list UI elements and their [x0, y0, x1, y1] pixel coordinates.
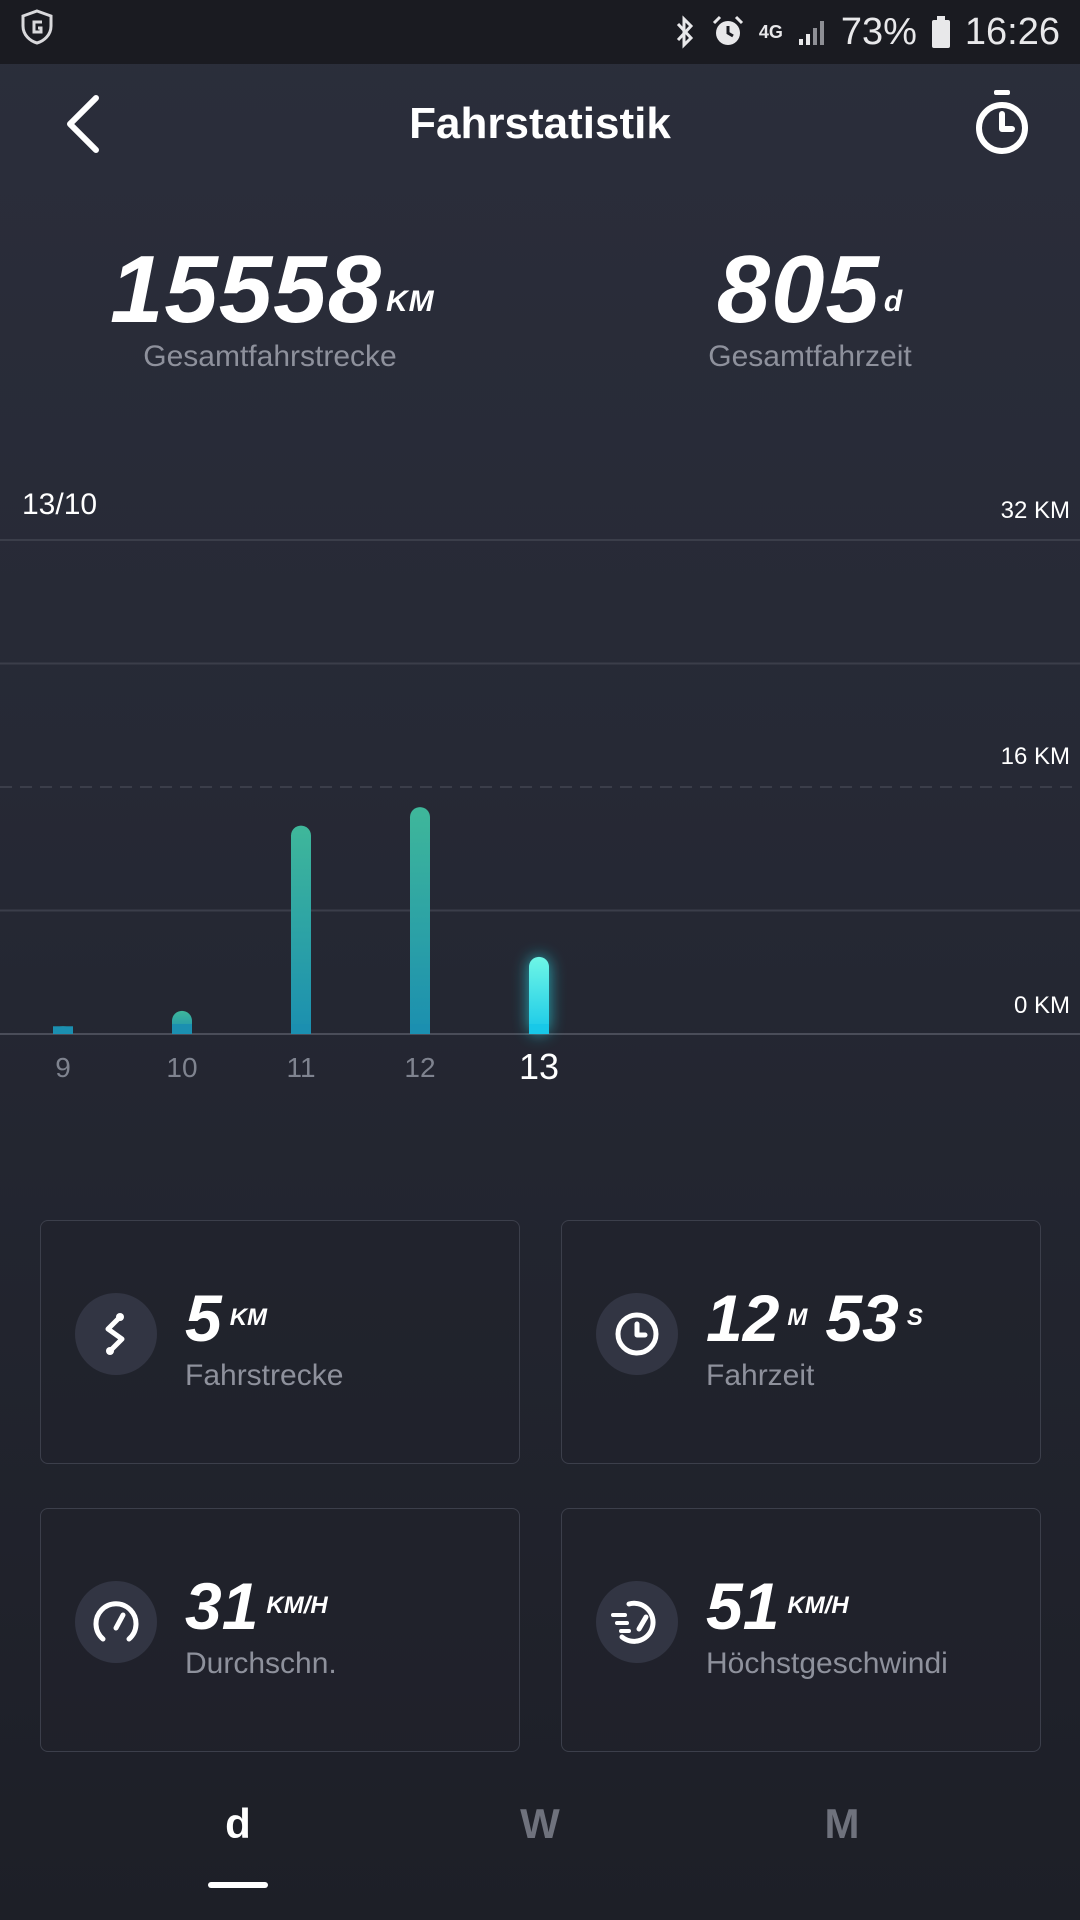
stat-card-max-speed: 51 KM/H Höchstgeschwindi — [561, 1508, 1041, 1752]
avg-speed-label: Durchschn. — [185, 1647, 337, 1680]
stat-card-avg-speed: 31 KM/H Durchschn. — [40, 1508, 520, 1752]
network-type-label: 4G — [758, 22, 783, 42]
x-tick-label-10[interactable]: 10 — [166, 1052, 198, 1083]
avg-speed-unit: KM/H — [266, 1592, 328, 1619]
total-distance-label: Gesamtfahrstrecke — [143, 340, 397, 373]
ride-distance-unit: KM — [229, 1304, 268, 1331]
tab-week[interactable]: W — [520, 1800, 560, 1847]
alarm-icon — [711, 14, 745, 50]
ride-time-seconds: 53 — [825, 1281, 899, 1355]
bluetooth-icon — [673, 14, 697, 50]
active-tab-indicator — [208, 1882, 268, 1888]
max-speed-icon — [596, 1581, 678, 1663]
y-tick-label: 32 KM — [1000, 497, 1070, 524]
x-tick-label-11[interactable]: 11 — [286, 1052, 316, 1083]
total-time-value: 805 — [716, 236, 880, 343]
app-header: Fahrstatistik — [0, 64, 1080, 184]
total-time-label: Gesamtfahrzeit — [708, 340, 912, 373]
x-tick-label-13[interactable]: 13 — [518, 1046, 560, 1087]
stat-card-ride-time: 12 M 53 S Fahrzeit — [561, 1220, 1041, 1464]
chart-bar-12[interactable] — [410, 807, 430, 1034]
ride-time-minutes-unit: M — [787, 1304, 808, 1331]
y-tick-label: 16 KM — [1000, 743, 1070, 770]
avg-speed-value: 31 — [185, 1569, 259, 1643]
chart-bar-base — [410, 1024, 430, 1034]
speedometer-icon — [75, 1581, 157, 1663]
distance-bar-chart[interactable] — [0, 500, 1080, 1100]
x-tick-label-12[interactable]: 12 — [404, 1052, 436, 1083]
total-time-unit: d — [883, 285, 904, 318]
total-distance: 15558 KM Gesamtfahrstrecke — [110, 240, 434, 374]
ride-time-label: Fahrzeit — [706, 1359, 815, 1392]
total-time: 805 d Gesamtfahrzeit — [680, 240, 940, 374]
chart-bar-base — [291, 1024, 311, 1034]
chart-bar-base — [172, 1024, 192, 1034]
stat-card-distance: 5 KM Fahrstrecke — [40, 1220, 520, 1464]
total-distance-value: 15558 — [110, 236, 382, 343]
ride-time-minutes: 12 — [706, 1281, 780, 1355]
status-bar: 4G 73% 16:26 — [0, 0, 1080, 64]
battery-icon — [931, 15, 951, 49]
battery-percent: 73% — [840, 10, 917, 53]
ride-distance-label: Fahrstrecke — [185, 1359, 344, 1392]
shield-app-icon — [20, 9, 54, 55]
max-speed-unit: KM/H — [787, 1592, 849, 1619]
ride-distance-value: 5 — [185, 1281, 222, 1355]
tab-day[interactable]: d — [225, 1800, 251, 1847]
period-tabs: d W M — [0, 1800, 1080, 1920]
total-distance-unit: KM — [385, 285, 435, 318]
chart-bar-base — [529, 1024, 549, 1034]
chart-bar-13[interactable] — [529, 956, 549, 1034]
chart-bar-11[interactable] — [291, 825, 311, 1034]
chart-selected-date: 13/10 — [22, 488, 98, 521]
ride-time-seconds-unit: S — [906, 1304, 923, 1331]
clock-time: 16:26 — [964, 10, 1060, 53]
back-arrow-icon[interactable] — [56, 90, 116, 158]
chart-bar-base — [53, 1026, 73, 1034]
max-speed-value: 51 — [706, 1569, 780, 1643]
clock-icon — [596, 1293, 678, 1375]
x-tick-label-9[interactable]: 9 — [55, 1052, 71, 1083]
max-speed-label: Höchstgeschwindi — [706, 1647, 948, 1680]
y-tick-label: 0 KM — [1013, 992, 1070, 1019]
tab-month[interactable]: M — [824, 1800, 860, 1847]
signal-icon — [797, 17, 827, 47]
stopwatch-icon[interactable] — [972, 86, 1032, 162]
route-icon — [75, 1293, 157, 1375]
totals-section: 15558 KM Gesamtfahrstrecke 805 d Gesamtfah… — [0, 240, 1080, 400]
page-title: Fahrstatistik — [409, 99, 671, 148]
